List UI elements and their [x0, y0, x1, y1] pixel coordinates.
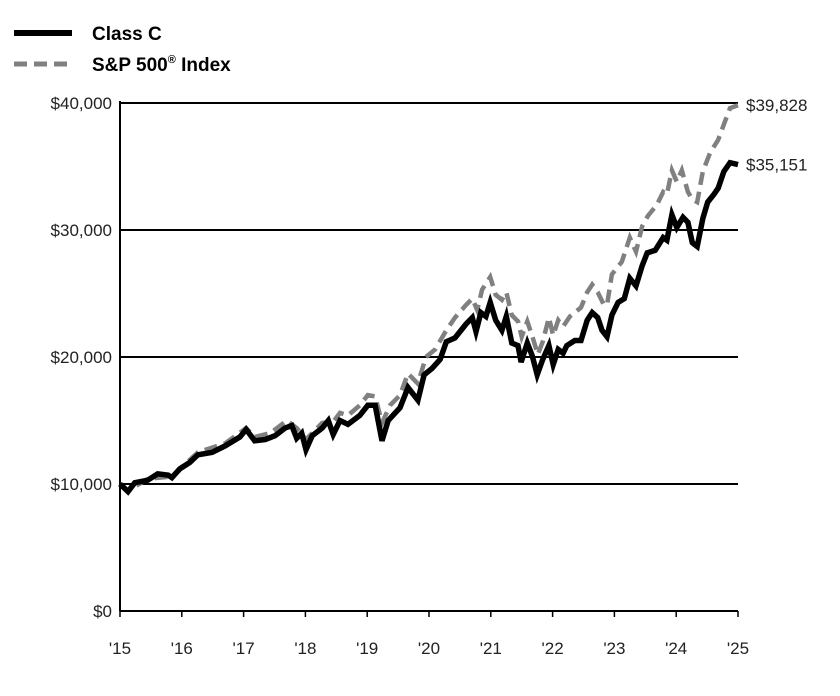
- x-tick-label: '22: [542, 639, 564, 658]
- legend-label-class-c: Class C: [92, 24, 162, 45]
- y-tick-label: $40,000: [51, 94, 112, 113]
- y-tick-label: $20,000: [51, 348, 112, 367]
- x-tick-label: '21: [480, 639, 502, 658]
- end-label-sp500: $39,828: [746, 96, 807, 115]
- x-tick-label: '19: [356, 639, 378, 658]
- legend: Class C S&P 500® Index: [14, 24, 231, 76]
- end-label-class-c: $35,151: [746, 156, 807, 175]
- x-tick-label: '17: [233, 639, 255, 658]
- x-axis-tick-labels: '15 '16 '17 '18 '19 '20 '21 '22 '23 '24 '25: [109, 611, 749, 658]
- series-lines: [118, 103, 739, 496]
- series-line-sp500: [118, 103, 739, 494]
- y-tick-label: $30,000: [51, 221, 112, 240]
- x-tick-label: '15: [109, 639, 131, 658]
- y-axis-tick-labels: $0 $10,000 $20,000 $30,000 $40,000: [51, 94, 112, 621]
- x-tick-label: '20: [418, 639, 440, 658]
- x-tick-label: '18: [294, 639, 316, 658]
- legend-label-sp500: S&P 500® Index: [92, 54, 231, 76]
- x-tick-label: '25: [727, 639, 749, 658]
- end-labels: $39,828 $35,151: [746, 96, 807, 174]
- y-tick-label: $0: [93, 602, 112, 621]
- x-tick-label: '16: [171, 639, 193, 658]
- y-tick-label: $10,000: [51, 475, 112, 494]
- series-line-class-c: [118, 159, 739, 496]
- x-tick-label: '24: [665, 639, 687, 658]
- x-tick-label: '23: [603, 639, 625, 658]
